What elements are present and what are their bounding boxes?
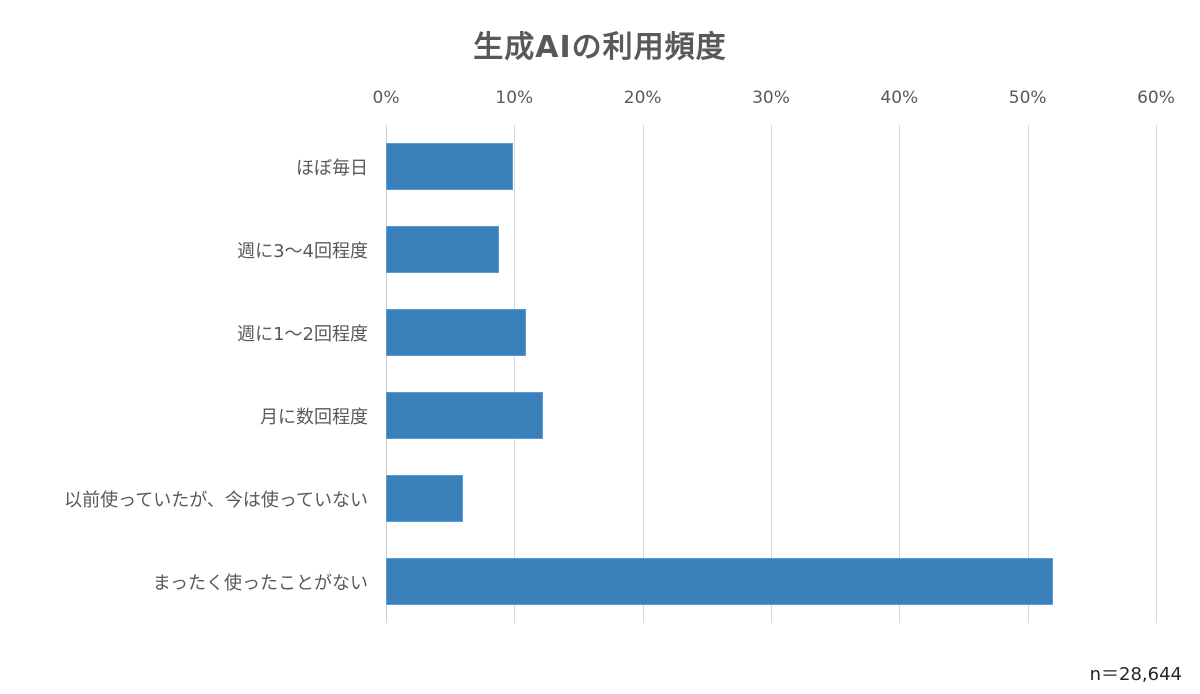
x-tick-label: 40% bbox=[880, 88, 919, 108]
category-label: 週に3〜4回程度 bbox=[237, 240, 368, 262]
gridline bbox=[899, 125, 901, 623]
bar bbox=[386, 392, 543, 439]
bar bbox=[386, 475, 463, 522]
x-tick-label: 20% bbox=[623, 88, 662, 108]
x-tick-label: 50% bbox=[1008, 88, 1047, 108]
chart-title: 生成AIの利用頻度 bbox=[473, 30, 727, 65]
gridline bbox=[1027, 125, 1029, 623]
gridline bbox=[771, 125, 772, 623]
bar bbox=[386, 143, 514, 190]
plot-area bbox=[386, 125, 1157, 623]
category-label: 月に数回程度 bbox=[260, 406, 368, 428]
bar bbox=[386, 558, 1054, 605]
sample-size-note: n＝28,644 bbox=[1089, 664, 1182, 685]
bar bbox=[386, 226, 499, 273]
gridline bbox=[514, 125, 516, 623]
x-tick-label: 30% bbox=[752, 88, 790, 108]
gridline bbox=[642, 125, 644, 623]
gridline bbox=[1156, 125, 1157, 623]
category-label: ほぼ毎日 bbox=[296, 157, 368, 179]
x-tick-label: 60% bbox=[1137, 88, 1175, 108]
x-tick-label: 10% bbox=[495, 88, 534, 108]
category-label: まったく使ったことがない bbox=[152, 572, 368, 594]
gridline bbox=[386, 125, 387, 623]
category-label: 週に1〜2回程度 bbox=[237, 323, 368, 345]
x-tick-label: 0% bbox=[372, 88, 400, 108]
category-label: 以前使っていたが、今は使っていない bbox=[64, 489, 368, 511]
bar bbox=[386, 309, 526, 356]
